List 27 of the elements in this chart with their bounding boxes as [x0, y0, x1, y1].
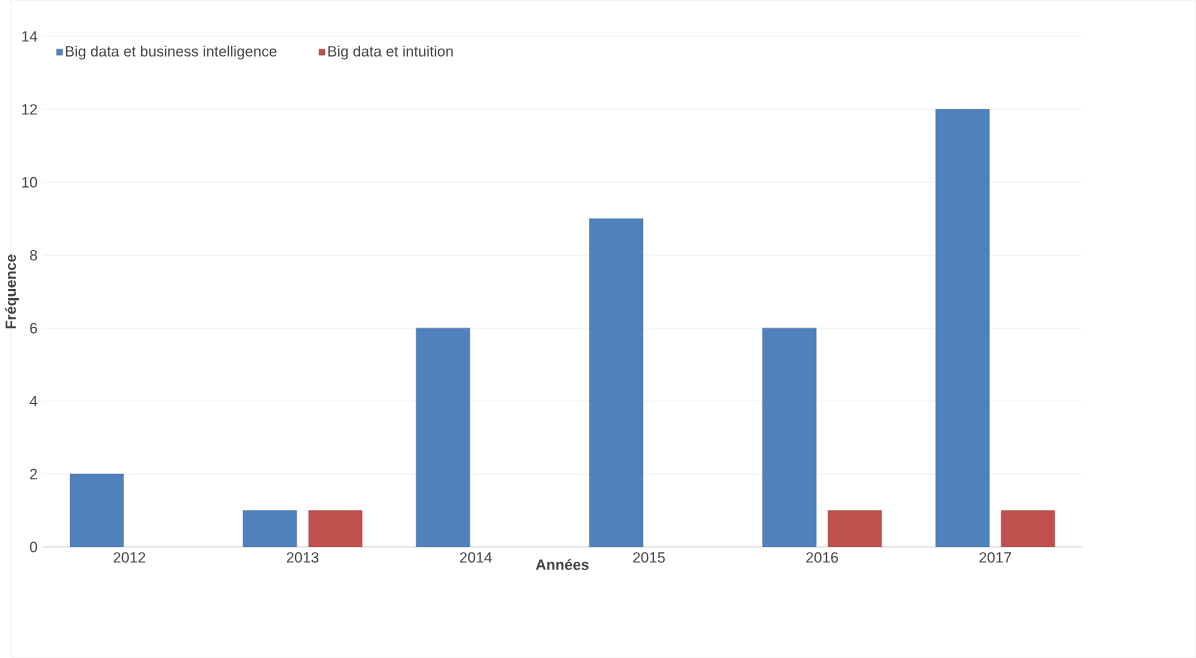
legend-label: Big data et business intelligence [65, 45, 277, 60]
y-tick-label: 12 [22, 104, 37, 115]
x-tick-label: 2012 [113, 552, 146, 563]
y-tick-label: 8 [30, 250, 38, 261]
y-tick-label: 2 [30, 468, 37, 480]
y-tick-label: 14 [22, 31, 38, 42]
y-axis-title: Fréquence [4, 254, 19, 329]
bar [762, 328, 817, 548]
bar [935, 109, 990, 548]
y-tick-label: 10 [22, 177, 38, 188]
bar [416, 328, 471, 548]
y-tick-label: 6 [30, 323, 38, 334]
x-tick-label: 2015 [633, 552, 665, 563]
bar [589, 218, 644, 548]
x-tick-label: 2017 [979, 552, 1012, 563]
bar [1001, 510, 1055, 548]
bar [69, 473, 124, 548]
x-tick-label: 2016 [806, 552, 838, 563]
y-tick-label: 4 [29, 396, 38, 407]
bar [308, 510, 363, 548]
bar [242, 510, 297, 548]
x-tick-label: 2013 [286, 552, 319, 563]
x-axis-title: Années [535, 559, 589, 571]
legend-label: Big data et intuition [328, 45, 453, 60]
x-tick-label: 2014 [459, 552, 492, 563]
bar [827, 510, 882, 548]
y-tick-label: 0 [29, 541, 38, 553]
